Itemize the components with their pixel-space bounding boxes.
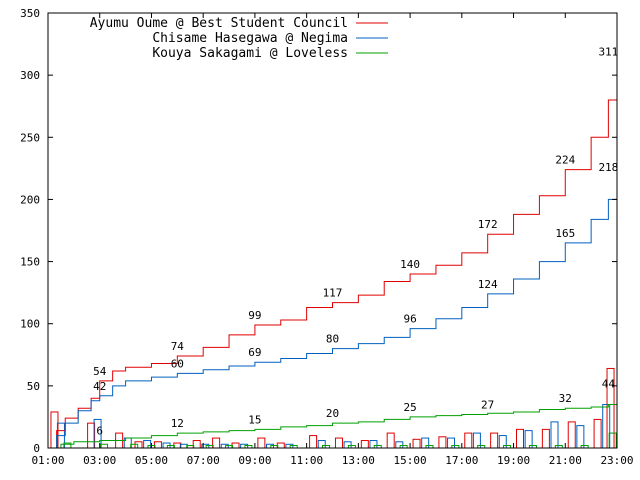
bar-series-3 [100, 443, 109, 449]
data-label-series-2: 69 [248, 346, 261, 359]
x-tick-label: 09:00 [238, 454, 271, 467]
axes-layer: 01:00 03:00 05:00 07:00 09:00 11:00 13:00 15:00… [20, 7, 633, 467]
bar-series-2 [179, 443, 188, 449]
x-tick-label: 21:00 [549, 454, 582, 467]
y-tick-label: 300 [20, 69, 40, 82]
bar-series-1 [276, 442, 285, 449]
legend-label-series-2: Chisame Hasegawa @ Negima [152, 31, 348, 46]
line-series-3 [48, 393, 618, 449]
bar-series-2 [602, 404, 611, 449]
legend: Ayumu Oume @ Best Student CouncilChisame… [90, 16, 388, 61]
data-label-series-1: 99 [248, 309, 261, 322]
x-tick-label: 23:00 [600, 454, 633, 467]
lines-layer [48, 61, 618, 449]
bar-series-1 [567, 421, 576, 449]
x-tick-label: 17:00 [445, 454, 478, 467]
bar-series-1 [192, 440, 201, 449]
plot-frame [47, 12, 618, 449]
x-tick-label: 13:00 [342, 454, 375, 467]
data-label-series-3: 12 [171, 417, 184, 430]
bar-series-1 [173, 442, 182, 449]
bar-series-1 [360, 440, 369, 449]
line-series-1 [48, 61, 618, 449]
bar-series-2 [265, 443, 274, 449]
bar-series-2 [550, 421, 559, 449]
data-label-series-1: 54 [93, 365, 107, 378]
x-tick-label: 15:00 [394, 454, 427, 467]
y-tick-label: 150 [20, 256, 40, 269]
data-label-series-3: 44 [602, 377, 616, 390]
data-label-series-2: 124 [478, 278, 498, 291]
bar-series-1 [438, 436, 447, 449]
bar-series-2 [421, 437, 430, 449]
bar-series-3 [130, 443, 139, 449]
bar-series-1 [464, 432, 473, 449]
bar-series-1 [134, 441, 143, 449]
x-tick-label: 05:00 [135, 454, 168, 467]
bar-series-1 [231, 442, 240, 449]
bar-series-2 [395, 441, 404, 449]
x-tick-label: 19:00 [497, 454, 530, 467]
data-label-series-2: 218 [598, 161, 618, 174]
data-label-series-1: 172 [478, 218, 498, 231]
data-label-series-1: 117 [323, 287, 343, 300]
bar-series-1 [593, 418, 602, 449]
bar-series-2 [498, 435, 507, 449]
x-tick-label: 01:00 [31, 454, 64, 467]
data-labels-layer: 54 74 99 117 140 172 224 311 42 60 69 80 96 124 165 218… [93, 45, 618, 437]
bar-series-1 [257, 437, 266, 449]
bar-series-1 [541, 428, 550, 449]
bar-series-2 [143, 440, 152, 449]
y-tick-label: 100 [20, 318, 40, 331]
data-label-series-1: 140 [400, 258, 420, 271]
bar-series-1 [309, 435, 318, 449]
data-label-series-2: 165 [555, 227, 575, 240]
legend-label-series-3: Kouya Sakagami @ Loveless [152, 46, 348, 61]
bar-series-1 [153, 441, 162, 449]
bar-series-2 [576, 425, 585, 449]
y-tick-label: 0 [33, 442, 40, 455]
data-label-series-3: 32 [559, 392, 572, 405]
x-tick-label: 03:00 [83, 454, 116, 467]
bar-series-1 [386, 432, 395, 449]
bar-series-2 [369, 440, 378, 449]
data-label-series-2: 80 [326, 333, 339, 346]
bar-series-1 [490, 432, 499, 449]
data-label-series-1: 311 [598, 45, 618, 58]
y-tick-label: 350 [20, 7, 40, 20]
bar-series-1 [87, 422, 96, 449]
bar-series-1 [516, 428, 525, 449]
data-label-series-3: 25 [403, 401, 416, 414]
bar-series-2 [317, 440, 326, 449]
bar-series-3 [608, 432, 617, 449]
data-label-series-1: 74 [171, 340, 185, 353]
bar-series-2 [220, 443, 229, 449]
bar-series-2 [240, 443, 249, 449]
y-tick-label: 200 [20, 193, 40, 206]
y-tick-label: 250 [20, 131, 40, 144]
data-label-series-2: 60 [171, 357, 184, 370]
data-label-series-3: 27 [481, 398, 494, 411]
bar-series-1 [212, 437, 221, 449]
bar-series-2 [343, 441, 352, 449]
x-tick-label: 07:00 [187, 454, 220, 467]
data-label-series-3: 6 [96, 425, 103, 438]
bar-series-1 [334, 437, 343, 449]
data-label-series-3: 20 [326, 407, 339, 420]
data-label-series-2: 42 [93, 380, 106, 393]
bar-series-1 [412, 438, 421, 449]
data-label-series-2: 96 [403, 313, 416, 326]
line-series-2 [48, 177, 618, 449]
y-tick-label: 50 [27, 380, 40, 393]
bar-series-2 [447, 437, 456, 449]
data-label-series-1: 224 [555, 154, 575, 167]
x-tick-label: 11:00 [290, 454, 323, 467]
bar-series-2 [285, 443, 294, 449]
data-label-series-3: 15 [248, 413, 261, 426]
legend-label-series-1: Ayumu Oume @ Best Student Council [90, 16, 348, 31]
